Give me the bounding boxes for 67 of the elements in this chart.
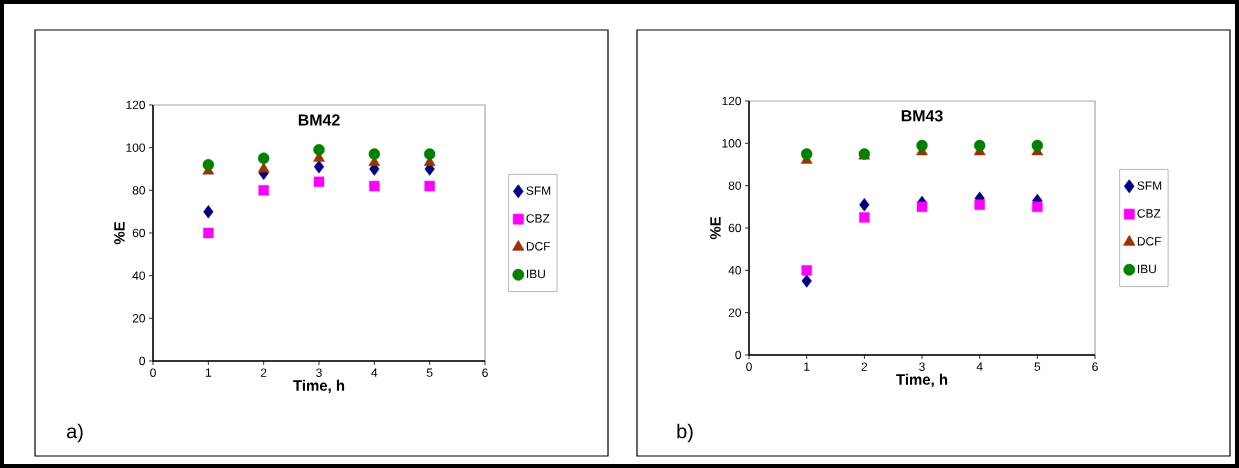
y-tick-label: 100 bbox=[722, 139, 742, 148]
x-tick-label: 3 bbox=[919, 362, 925, 371]
x-tick-label: 4 bbox=[371, 368, 378, 377]
point bbox=[202, 159, 215, 171]
chart-title: BM43 bbox=[901, 110, 943, 122]
text: b) bbox=[677, 423, 693, 443]
point bbox=[801, 274, 812, 288]
chart-title: BM42 bbox=[298, 114, 340, 126]
point bbox=[916, 139, 928, 152]
y-tick-label: 60 bbox=[728, 223, 742, 233]
legend-label: IBU bbox=[527, 269, 545, 279]
point bbox=[423, 148, 436, 160]
y-tick-label: 120 bbox=[722, 96, 742, 106]
legend-label: SFM bbox=[526, 186, 551, 195]
y-axis-title: %E bbox=[114, 221, 125, 245]
point bbox=[1032, 201, 1043, 213]
x-tick-label: 1 bbox=[205, 368, 212, 377]
point bbox=[313, 176, 325, 187]
text: a) bbox=[67, 423, 83, 443]
legend-label: DCF bbox=[1137, 237, 1161, 246]
x-axis-title: Time, h bbox=[293, 379, 345, 393]
legend-label: SFM bbox=[1137, 181, 1162, 190]
point bbox=[859, 198, 870, 212]
y-tick-label: 60 bbox=[132, 228, 146, 238]
x-tick-label: 2 bbox=[260, 368, 267, 377]
y-tick-label: 40 bbox=[728, 266, 742, 275]
point bbox=[974, 199, 985, 210]
legend-label: CBZ bbox=[1137, 209, 1161, 218]
point bbox=[203, 204, 214, 219]
x-tick-label: 0 bbox=[746, 362, 752, 371]
point bbox=[313, 160, 325, 174]
y-tick-label: 80 bbox=[728, 181, 742, 190]
y-tick-label: 80 bbox=[132, 186, 146, 195]
point bbox=[257, 162, 270, 173]
y-tick-label: 100 bbox=[126, 143, 146, 152]
x-axis-title: Time, h bbox=[896, 373, 948, 387]
legend-label: CBZ bbox=[526, 214, 550, 223]
point bbox=[1031, 139, 1044, 152]
y-tick-label: 20 bbox=[132, 314, 146, 323]
x-tick-label: 2 bbox=[861, 362, 868, 371]
x-tick-label: 3 bbox=[316, 368, 322, 377]
x-tick-label: 6 bbox=[1092, 362, 1098, 371]
point bbox=[800, 148, 813, 160]
point bbox=[916, 201, 928, 213]
x-tick-label: 1 bbox=[804, 362, 810, 371]
y-axis-title: %E bbox=[710, 216, 721, 240]
point bbox=[203, 227, 214, 239]
legend-label: IBU bbox=[1137, 264, 1156, 274]
y-tick-label: 0 bbox=[735, 350, 742, 360]
x-tick-label: 4 bbox=[976, 362, 983, 371]
point bbox=[859, 212, 870, 223]
point bbox=[313, 144, 325, 156]
x-tick-label: 5 bbox=[1034, 362, 1041, 371]
point bbox=[369, 180, 380, 192]
point bbox=[424, 180, 435, 192]
y-tick-label: 40 bbox=[132, 271, 146, 280]
point bbox=[368, 148, 381, 160]
y-tick-label: 120 bbox=[126, 100, 146, 110]
point bbox=[973, 139, 986, 152]
y-tick-label: 20 bbox=[728, 308, 742, 317]
legend-label: DCF bbox=[526, 242, 550, 251]
point bbox=[258, 185, 269, 196]
point bbox=[257, 152, 270, 165]
x-tick-label: 6 bbox=[482, 368, 488, 377]
point bbox=[801, 265, 812, 276]
x-tick-label: 0 bbox=[150, 368, 156, 377]
x-tick-label: 5 bbox=[426, 368, 433, 377]
